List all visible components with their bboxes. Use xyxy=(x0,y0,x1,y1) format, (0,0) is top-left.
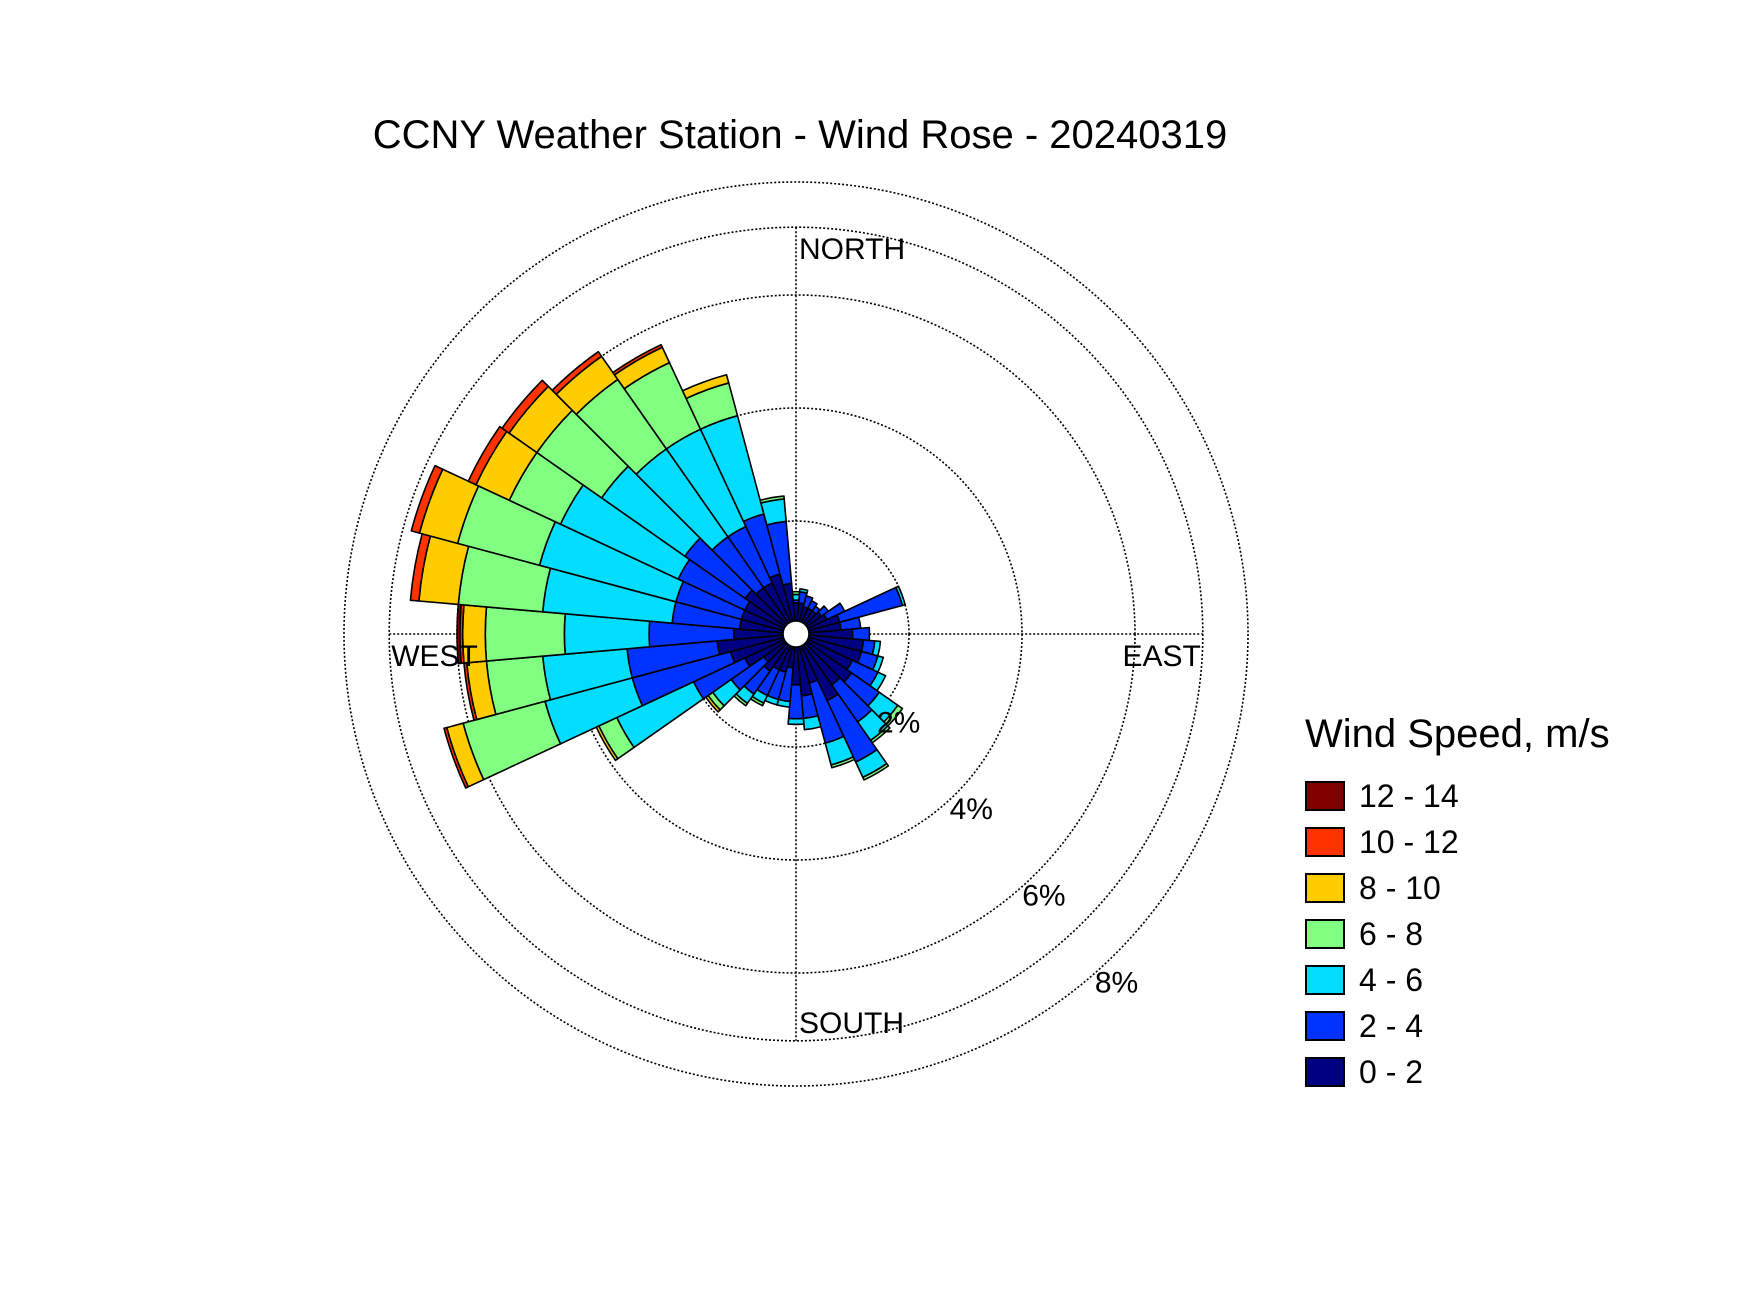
compass-label-north: NORTH xyxy=(799,233,905,266)
wedge-160-bin-3 xyxy=(830,756,856,769)
legend-swatch-8-10 xyxy=(1305,873,1345,903)
compass-label-east: EAST xyxy=(1122,640,1200,673)
legend-label-6-8: 6 - 8 xyxy=(1359,915,1424,952)
legend: Wind Speed, m/s 12 - 14 10 - 12 8 - 10 6… xyxy=(1305,712,1610,1095)
legend-title: Wind Speed, m/s xyxy=(1305,712,1610,756)
legend-label-0-2: 0 - 2 xyxy=(1359,1053,1424,1090)
legend-label-4-6: 4 - 6 xyxy=(1359,961,1424,998)
legend-item-12-14: 12 - 14 xyxy=(1305,773,1610,819)
wedge-180-bin-2 xyxy=(787,717,805,726)
legend-swatch-10-12 xyxy=(1305,827,1345,857)
wedge-350-bin-3 xyxy=(759,495,785,504)
wedge-20-bin-1 xyxy=(802,594,814,610)
wedge-30-bin-1 xyxy=(807,599,818,612)
wedge-0-bin-3 xyxy=(791,590,801,596)
legend-swatch-6-8 xyxy=(1305,919,1345,949)
legend-label-2-4: 2 - 4 xyxy=(1359,1007,1424,1044)
compass-label-south: SOUTH xyxy=(799,1007,904,1040)
legend-item-8-10: 8 - 10 xyxy=(1305,865,1610,911)
wedge-310-bin-5 xyxy=(501,379,550,434)
wedge-300-bin-5 xyxy=(467,425,508,486)
legend-item-4-6: 4 - 6 xyxy=(1305,957,1610,1003)
wedge-330-bin-5 xyxy=(612,343,664,376)
wedge-170-bin-2 xyxy=(802,715,822,731)
ring-label-4: 4% xyxy=(950,793,993,826)
legend-item-0-2: 0 - 2 xyxy=(1305,1049,1610,1095)
legend-swatch-2-4 xyxy=(1305,1011,1345,1041)
center-hole xyxy=(782,620,810,648)
wedge-290-bin-5 xyxy=(410,464,444,534)
wedge-340-bin-4 xyxy=(681,373,730,400)
ring-label-6: 6% xyxy=(1022,880,1065,913)
wedge-270-bin-3 xyxy=(484,606,567,662)
ring-2 xyxy=(682,520,910,748)
ring-8 xyxy=(343,181,1249,1087)
legend-swatch-12-14 xyxy=(1305,781,1345,811)
legend-label-12-14: 12 - 14 xyxy=(1359,777,1459,814)
wedge-70-bin-2 xyxy=(895,585,906,607)
legend-swatch-0-2 xyxy=(1305,1057,1345,1087)
legend-item-10-12: 10 - 12 xyxy=(1305,819,1610,865)
legend-label-8-10: 8 - 10 xyxy=(1359,869,1441,906)
ring-label-2: 2% xyxy=(877,707,920,740)
legend-swatch-4-6 xyxy=(1305,965,1345,995)
wedge-70-bin-1 xyxy=(836,586,904,624)
wedge-250-bin-5 xyxy=(443,726,470,789)
wedge-10-bin-2 xyxy=(798,588,809,594)
ring-label-8: 8% xyxy=(1095,966,1138,999)
legend-label-10-12: 10 - 12 xyxy=(1359,823,1459,860)
wedge-150-bin-3 xyxy=(862,762,890,781)
legend-item-2-4: 2 - 4 xyxy=(1305,1003,1610,1049)
compass-label-west: WEST xyxy=(391,640,478,673)
chart-title: CCNY Weather Station - Wind Rose - 20240… xyxy=(372,113,1228,157)
legend-item-6-8: 6 - 8 xyxy=(1305,911,1610,957)
wedge-320-bin-5 xyxy=(551,350,603,396)
